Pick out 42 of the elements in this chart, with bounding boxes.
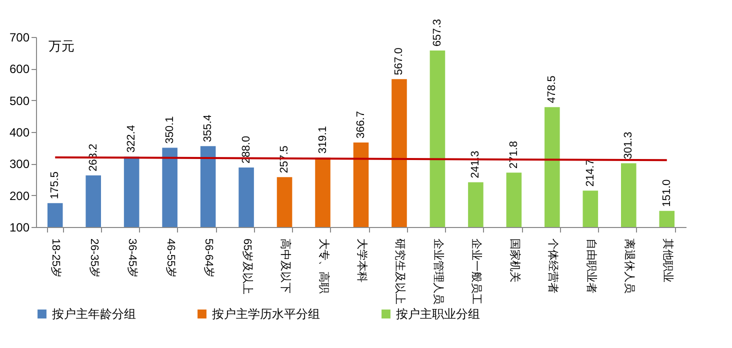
data-label: 288.0 bbox=[240, 136, 252, 164]
y-axis-title: 万元 bbox=[48, 38, 74, 54]
y-tick-label: 400 bbox=[9, 126, 30, 140]
data-label: 355.4 bbox=[202, 114, 214, 142]
data-label: 366.7 bbox=[355, 111, 367, 139]
x-tick-label: 其他职业 bbox=[661, 238, 674, 282]
data-label: 567.0 bbox=[393, 48, 406, 76]
legend-label: 按户主职业分组 bbox=[396, 307, 480, 321]
data-label: 241.3 bbox=[470, 150, 482, 178]
data-label: 478.5 bbox=[546, 76, 558, 104]
x-tick-label: 46-55岁 bbox=[164, 238, 176, 278]
x-tick-label: 企业管理人员 bbox=[432, 238, 445, 304]
y-tick-label: 600 bbox=[9, 62, 30, 76]
x-tick-label: 36-45岁 bbox=[126, 238, 138, 278]
legend-label: 按户主年龄分组 bbox=[52, 307, 136, 321]
x-tick-label: 大专、高职 bbox=[317, 238, 330, 294]
x-tick-label: 56-64岁 bbox=[202, 238, 215, 278]
data-label: 175.5 bbox=[49, 172, 62, 200]
x-tick-label: 离退休人员 bbox=[623, 238, 636, 294]
x-tick-label: 企业一般员工 bbox=[470, 238, 484, 304]
y-tick-label: 200 bbox=[9, 188, 30, 203]
legend-label: 按户主学历水平分组 bbox=[212, 307, 320, 321]
x-tick-label: 自由职业者 bbox=[584, 238, 598, 294]
data-label: 657.3 bbox=[431, 18, 444, 47]
x-tick-label: 26-35岁 bbox=[88, 238, 100, 278]
x-tick-label: 高中及以下 bbox=[279, 238, 292, 294]
x-tick-label: 研究生及以上 bbox=[394, 238, 407, 304]
data-label: 301.3 bbox=[622, 132, 635, 160]
data-label: 350.1 bbox=[164, 116, 176, 144]
y-tick-label: 300 bbox=[9, 157, 30, 172]
x-tick-label: 18-25岁 bbox=[50, 238, 62, 278]
x-tick-label: 65岁及以上 bbox=[240, 238, 254, 295]
data-label: 319.1 bbox=[316, 126, 329, 154]
x-tick-label: 国家机关 bbox=[508, 238, 522, 282]
data-label: 151.0 bbox=[660, 179, 673, 207]
data-label: 214.7 bbox=[584, 159, 596, 187]
y-tick-label: 500 bbox=[9, 94, 30, 108]
data-label: 322.4 bbox=[126, 125, 138, 153]
y-tick-label: 100 bbox=[9, 220, 30, 234]
x-tick-label: 个体经营者 bbox=[546, 238, 560, 294]
x-tick-label: 大学本科 bbox=[356, 238, 368, 282]
y-tick-label: 700 bbox=[9, 30, 30, 44]
